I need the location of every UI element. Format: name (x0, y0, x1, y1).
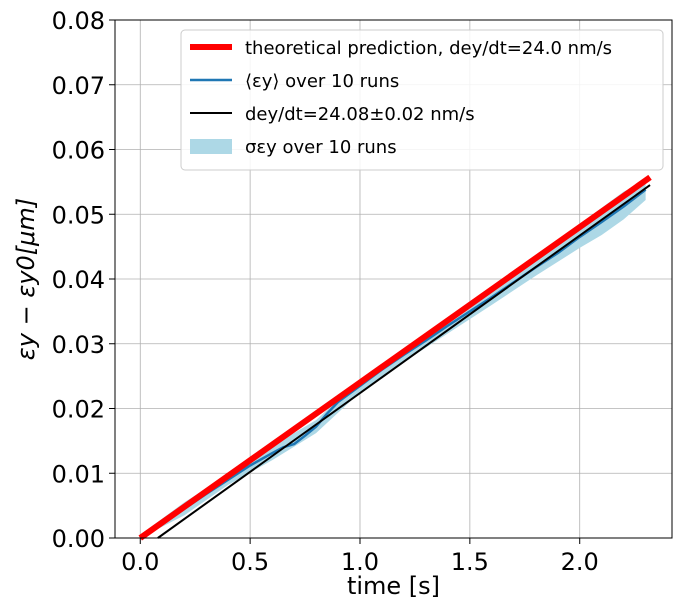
x-tick-label: 0.0 (121, 548, 159, 576)
y-tick-label: 0.02 (52, 396, 105, 424)
y-tick-label: 0.01 (52, 460, 105, 488)
y-tick-label: 0.05 (52, 201, 105, 229)
theory-line (138, 174, 652, 541)
legend: theoretical prediction, dey/dt=24.0 nm/s… (180, 29, 664, 171)
legend-box (180, 29, 664, 171)
y-tick-label: 0.07 (52, 72, 105, 100)
legend-entry-label: ⟨εy⟩ over 10 runs (245, 71, 399, 92)
y-tick-label: 0.04 (52, 266, 105, 294)
y-axis-ticks: 0.00 0.01 0.02 0.03 0.04 0.05 0.06 0.07 0.08 (52, 7, 115, 553)
x-axis-label: time [s] (347, 572, 440, 600)
legend-entry-label: theoretical prediction, dey/dt=24.0 nm/s (245, 38, 612, 59)
legend-entry-label: dey/dt=24.08±0.02 nm/s (245, 104, 475, 125)
legend-entry-label: σεy over 10 runs (245, 137, 397, 158)
y-tick-label: 0.06 (52, 137, 105, 165)
x-tick-label: 1.5 (451, 548, 489, 576)
y-tick-label: 0.08 (52, 7, 105, 35)
series-lines (138, 174, 652, 541)
x-tick-label: 2.0 (561, 548, 599, 576)
x-tick-label: 0.5 (231, 548, 269, 576)
x-tick-label: 1.0 (341, 548, 379, 576)
fit-line (157, 184, 651, 539)
legend-swatch-band (190, 139, 232, 154)
y-tick-label: 0.03 (52, 331, 105, 359)
y-axis-label: εy − εy0[μm] (12, 198, 40, 360)
y-tick-label: 0.00 (52, 525, 105, 553)
x-axis-ticks: 0.0 0.5 1.0 1.5 2.0 (121, 538, 599, 576)
